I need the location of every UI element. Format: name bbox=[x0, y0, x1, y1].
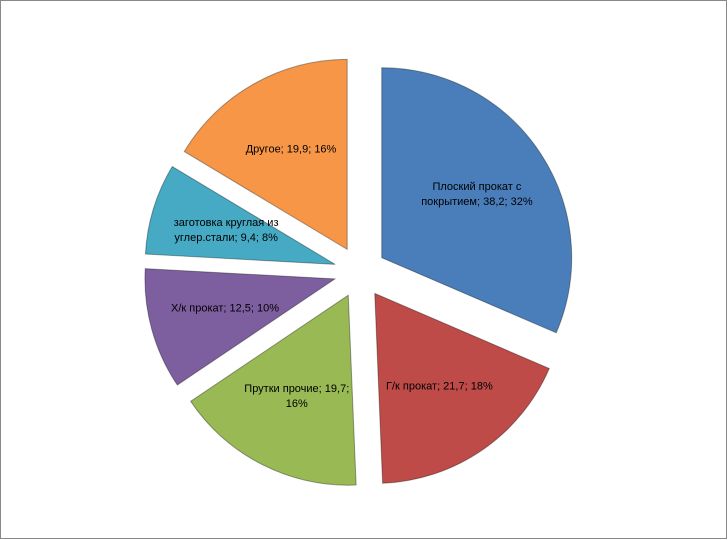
pie-slice bbox=[189, 294, 357, 486]
data-label: заготовка круглая из углер.стали; 9,4; 8… bbox=[173, 216, 279, 244]
data-label: Другое; 19,9; 16% bbox=[245, 143, 337, 156]
data-label: Плоский прокат с покрытием; 38,2; 32% bbox=[421, 181, 533, 208]
data-label: Г/к прокат; 21,7; 18% bbox=[386, 380, 493, 393]
pie-slice bbox=[144, 268, 337, 386]
data-label: Прутки прочие; 19,7; 16% bbox=[244, 382, 350, 410]
pie-slice bbox=[381, 67, 573, 334]
pie-slice bbox=[144, 165, 336, 265]
pie-slice bbox=[183, 58, 348, 251]
pie-slice bbox=[374, 292, 550, 484]
data-label: Х/к прокат; 12,5; 10% bbox=[170, 302, 280, 315]
